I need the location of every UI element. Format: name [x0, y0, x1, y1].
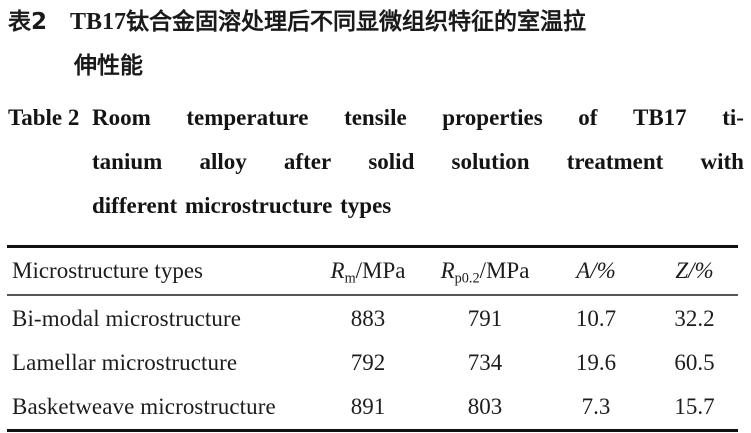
cell-basketweave-rp: 803: [467, 394, 503, 419]
cell-lamellar-z: 60.5: [674, 350, 715, 375]
caption-word: alloy: [199, 149, 247, 174]
header-rp02-subscript: p0.2: [454, 270, 480, 287]
header-microstructure-types: Microstructure types: [12, 258, 203, 283]
cell-basketweave-a: 7.3: [581, 394, 611, 419]
header-rp02-symbol: R: [440, 258, 455, 283]
caption-chinese-line-1: 表2 TB17钛合金固溶处理后不同显微组织特征的室温拉: [8, 0, 743, 44]
caption-english-line-3: different microstructure types: [8, 184, 744, 228]
caption-word: after: [283, 149, 332, 174]
caption-word: with: [700, 149, 744, 174]
caption-english-line-1: Table 2 Room temperature tensile propert…: [8, 96, 744, 140]
caption-english-line-3-text: different microstructure types: [92, 184, 744, 228]
caption-word: tanium: [92, 149, 163, 174]
caption-english-label: Table 2: [8, 105, 80, 130]
table-bottom-rule: [7, 429, 738, 432]
data-table-wrapper: Microstructure types Rm/MPa Rp0.2/MPa A/…: [7, 245, 738, 432]
cell-lamellar-a: 19.6: [575, 350, 617, 375]
row-label-bimodal: Bi-modal microstructure: [12, 305, 242, 331]
tensile-properties-table-body: Bi-modal microstructure 883 791 10.7 32.…: [7, 296, 743, 429]
caption-chinese-text: 钛合金固溶处理后不同显微组织特征的室温拉: [126, 9, 587, 35]
table-top-rule: [7, 245, 738, 248]
table-row: Lamellar microstructure 792 734 19.6 60.…: [7, 341, 743, 385]
caption-word: ti-: [722, 105, 744, 130]
header-rm-subscript: m: [344, 270, 356, 287]
header-rm-symbol: R: [330, 258, 345, 283]
caption-word: microstructure: [184, 193, 333, 218]
cell-lamellar-rp: 734: [467, 350, 503, 375]
caption-chinese-latin: TB17: [70, 9, 127, 35]
cell-bimodal-rp: 791: [467, 305, 503, 331]
caption-word: TB17: [633, 105, 687, 130]
table-body: Bi-modal microstructure 883 791 10.7 32.…: [7, 296, 743, 429]
table-header-row: Microstructure types Rm/MPa Rp0.2/MPa A/…: [7, 248, 743, 294]
header-rp02: Rp0.2/MPa: [424, 248, 546, 294]
header-rm: Rm/MPa: [312, 248, 424, 294]
caption-english-line-1-text: Room temperature tensile properties of T…: [92, 96, 744, 140]
caption-word: solid: [368, 149, 415, 174]
caption-english-line-2: tanium alloy after solid solution treatm…: [8, 140, 744, 184]
header-reduction-of-area: Z/%: [675, 258, 714, 283]
caption-chinese-label: 表2: [8, 9, 48, 35]
caption-english-indent-2: [8, 140, 92, 184]
cell-basketweave-z: 15.7: [674, 394, 715, 419]
caption-word: Room: [92, 105, 151, 130]
caption-word: of: [578, 105, 598, 130]
header-rp02-unit: /MPa: [479, 258, 530, 283]
caption-word: temperature: [186, 105, 309, 130]
caption-word: treatment: [566, 149, 664, 174]
caption-english: Table 2 Room temperature tensile propert…: [8, 96, 744, 228]
caption-word: tensile: [344, 105, 407, 130]
cell-bimodal-z: 32.2: [674, 305, 715, 331]
caption-chinese: 表2 TB17钛合金固溶处理后不同显微组织特征的室温拉 伸性能: [8, 0, 743, 88]
header-rm-unit: /MPa: [355, 258, 406, 283]
table-row: Basketweave microstructure 891 803 7.3 1…: [7, 385, 743, 429]
table-header-rule: [7, 294, 738, 296]
caption-english-indent-3: [8, 184, 92, 228]
table-header: Microstructure types Rm/MPa Rp0.2/MPa A/…: [7, 248, 743, 294]
header-elongation: A/%: [576, 258, 616, 283]
row-label-lamellar: Lamellar microstructure: [12, 350, 238, 375]
cell-bimodal-a: 10.7: [575, 305, 617, 331]
caption-word: different: [92, 193, 178, 218]
caption-chinese-text-cont: 伸性能: [74, 53, 143, 79]
cell-bimodal-rm: 883: [350, 305, 386, 331]
cell-lamellar-rm: 792: [350, 350, 386, 375]
caption-chinese-line-2: 伸性能: [8, 44, 743, 88]
tensile-properties-table: Microstructure types Rm/MPa Rp0.2/MPa A/…: [7, 248, 743, 294]
table-row: Bi-modal microstructure 883 791 10.7 32.…: [7, 296, 743, 341]
caption-word: solution: [451, 149, 530, 174]
caption-english-line-2-text: tanium alloy after solid solution treatm…: [92, 140, 744, 184]
row-label-basketweave: Basketweave microstructure: [12, 394, 276, 419]
cell-basketweave-rm: 891: [350, 394, 386, 419]
caption-word: properties: [442, 105, 543, 130]
caption-word: types: [340, 193, 392, 218]
